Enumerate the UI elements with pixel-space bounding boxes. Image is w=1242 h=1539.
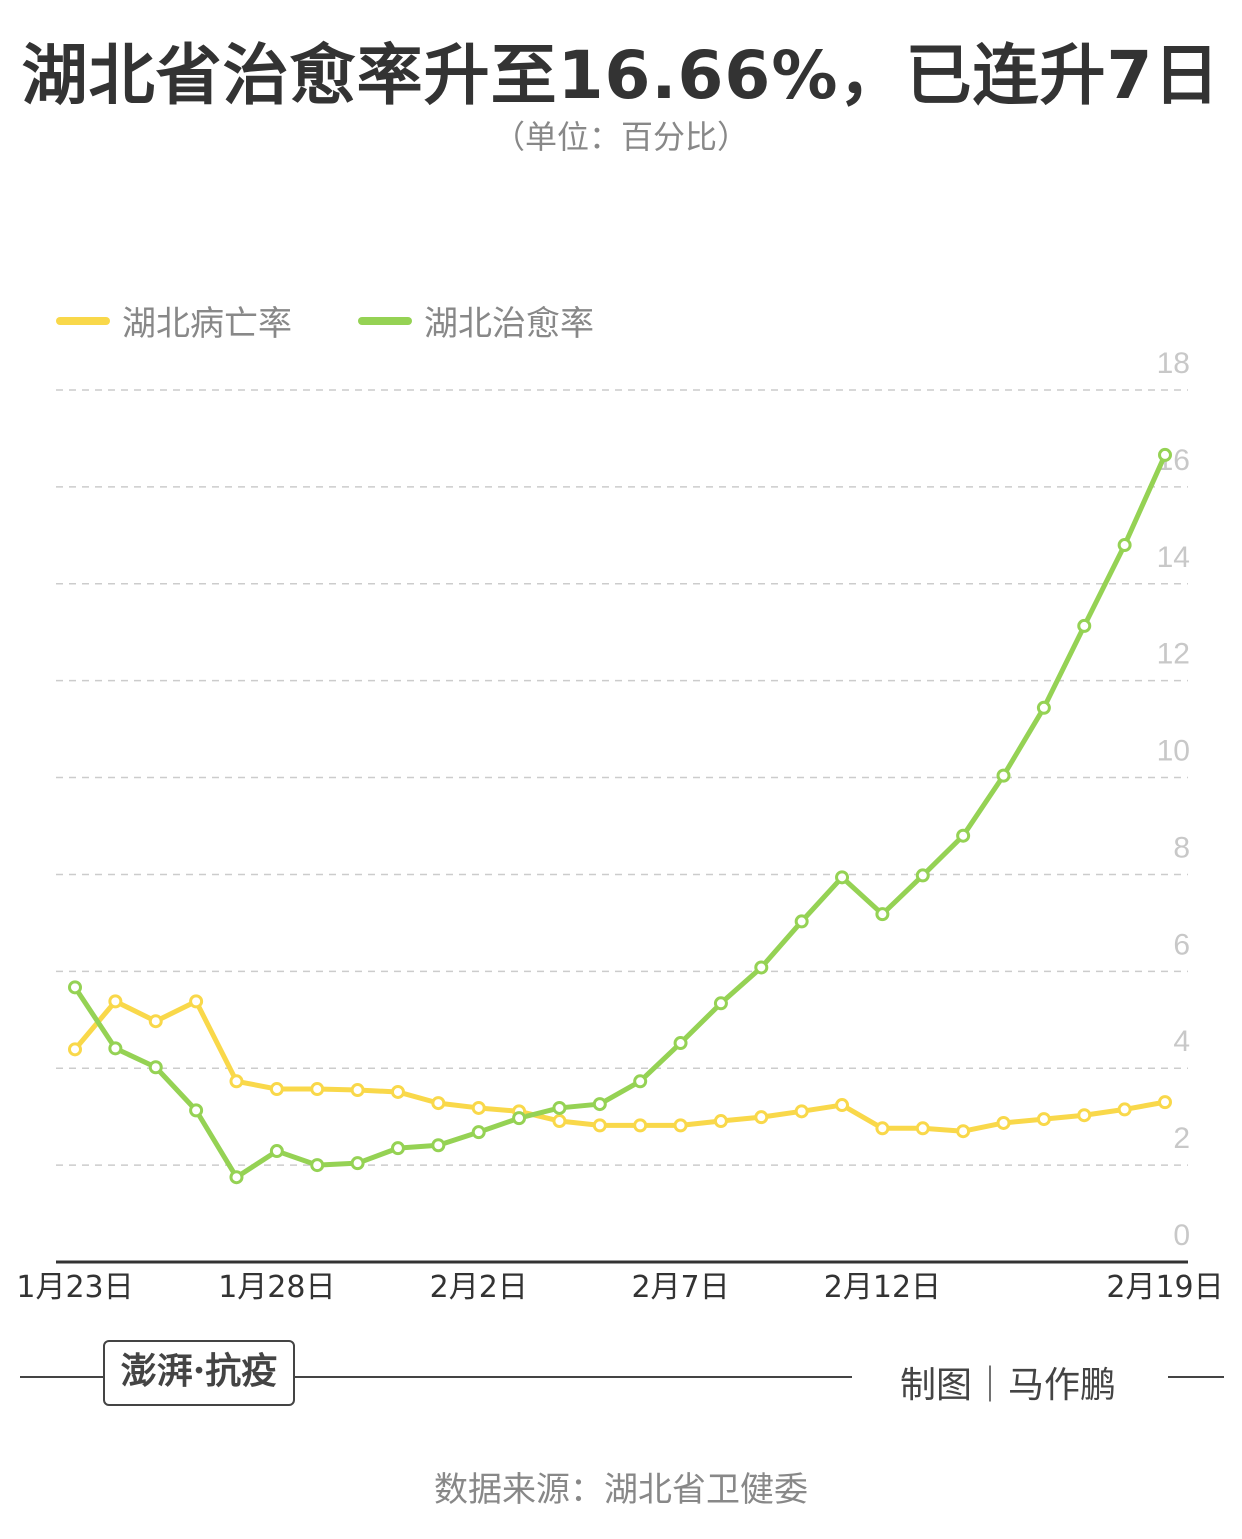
legend-label-death-rate: 湖北病亡率 — [122, 304, 292, 344]
divider-right — [1168, 1376, 1224, 1378]
data-point-death-rate — [794, 1104, 809, 1119]
data-point-death-rate — [269, 1082, 284, 1097]
data-point-cure-rate — [673, 1036, 688, 1051]
data-point-cure-rate — [108, 1041, 123, 1056]
x-tick-label: 1月23日 — [16, 1270, 133, 1305]
data-point-cure-rate — [148, 1060, 163, 1075]
x-tick-label: 2月7日 — [631, 1270, 729, 1305]
y-tick-label: 10 — [1157, 735, 1190, 768]
y-tick-label: 14 — [1157, 541, 1190, 574]
chart-credit: 制图｜马作鹏 — [900, 1365, 1117, 1406]
data-point-death-rate — [1158, 1095, 1172, 1110]
data-point-cure-rate — [996, 768, 1011, 783]
data-point-cure-rate — [189, 1103, 204, 1118]
data-point-death-rate — [673, 1118, 688, 1133]
legend-item-death-rate: 湖北病亡率 — [56, 296, 292, 345]
data-point-cure-rate — [713, 996, 728, 1011]
x-tick-label: 2月12日 — [824, 1270, 941, 1305]
y-tick-label: 4 — [1173, 1025, 1190, 1058]
x-tick-label: 2月19日 — [1106, 1270, 1223, 1305]
data-point-cure-rate — [875, 907, 890, 922]
chart-title: 湖北省治愈率升至16.66%，已连升7日 — [21, 37, 1221, 114]
y-tick-label: 8 — [1173, 831, 1190, 864]
data-point-death-rate — [754, 1110, 769, 1125]
data-point-death-rate — [390, 1084, 405, 1099]
data-point-death-rate — [471, 1100, 486, 1115]
divider-middle — [292, 1376, 852, 1378]
data-point-cure-rate — [431, 1138, 446, 1153]
data-point-death-rate — [633, 1118, 648, 1133]
data-point-death-rate — [956, 1124, 971, 1139]
the-paper-logo: 澎湃·抗疫 — [103, 1340, 295, 1406]
data-point-death-rate — [350, 1083, 365, 1098]
data-point-death-rate — [108, 994, 123, 1009]
data-point-cure-rate — [552, 1100, 567, 1115]
divider-left — [20, 1376, 104, 1378]
series-line-cure-rate — [72, 453, 1168, 1180]
data-point-death-rate — [875, 1121, 890, 1136]
legend-swatch-death-rate — [56, 316, 110, 325]
data-point-death-rate — [229, 1074, 244, 1089]
data-point-death-rate — [592, 1118, 607, 1133]
y-tick-label: 18 — [1157, 347, 1190, 380]
data-point-cure-rate — [310, 1158, 325, 1173]
data-point-death-rate — [68, 1042, 82, 1057]
data-point-cure-rate — [956, 828, 971, 843]
data-point-death-rate — [996, 1115, 1011, 1130]
series-line-death-rate — [73, 998, 1166, 1134]
data-point-cure-rate — [1036, 700, 1051, 715]
legend-label-cure-rate: 湖北治愈率 — [424, 304, 594, 344]
data-point-cure-rate — [915, 868, 930, 883]
data-point-cure-rate — [835, 870, 850, 885]
data-point-death-rate — [552, 1114, 567, 1129]
data-point-cure-rate — [229, 1170, 244, 1185]
x-tick-label: 1月28日 — [218, 1270, 335, 1305]
data-point-death-rate — [915, 1121, 930, 1136]
data-point-cure-rate — [390, 1141, 405, 1156]
data-point-cure-rate — [1077, 618, 1092, 633]
legend-item-cure-rate: 湖北治愈率 — [358, 296, 594, 345]
data-point-death-rate — [713, 1114, 728, 1129]
y-tick-label: 0 — [1173, 1219, 1190, 1252]
data-point-cure-rate — [754, 960, 769, 975]
data-point-death-rate — [1036, 1112, 1051, 1127]
data-point-cure-rate — [592, 1097, 607, 1112]
data-point-cure-rate — [269, 1144, 284, 1159]
y-tick-label: 2 — [1173, 1122, 1190, 1155]
data-point-death-rate — [148, 1014, 163, 1029]
x-tick-label: 2月2日 — [430, 1270, 528, 1305]
data-point-cure-rate — [794, 914, 809, 929]
data-source: 数据来源：湖北省卫健委 — [434, 1470, 808, 1510]
data-point-cure-rate — [1117, 538, 1132, 553]
data-point-death-rate — [835, 1098, 850, 1113]
legend-swatch-cure-rate — [358, 316, 412, 325]
data-point-death-rate — [189, 994, 204, 1009]
data-point-cure-rate — [633, 1074, 648, 1089]
y-tick-label: 6 — [1173, 928, 1190, 961]
data-point-death-rate — [1117, 1102, 1132, 1117]
data-point-death-rate — [1077, 1108, 1092, 1123]
data-point-cure-rate — [471, 1125, 486, 1140]
data-point-cure-rate — [1158, 447, 1172, 462]
unit-subtitle: （单位：百分比） — [492, 118, 749, 156]
data-point-death-rate — [310, 1082, 325, 1097]
legend: 湖北病亡率 湖北治愈率 — [56, 296, 660, 345]
data-point-cure-rate — [512, 1111, 527, 1126]
data-point-death-rate — [431, 1096, 446, 1111]
data-point-cure-rate — [68, 980, 82, 995]
data-point-cure-rate — [350, 1156, 365, 1171]
y-tick-label: 12 — [1157, 638, 1190, 671]
